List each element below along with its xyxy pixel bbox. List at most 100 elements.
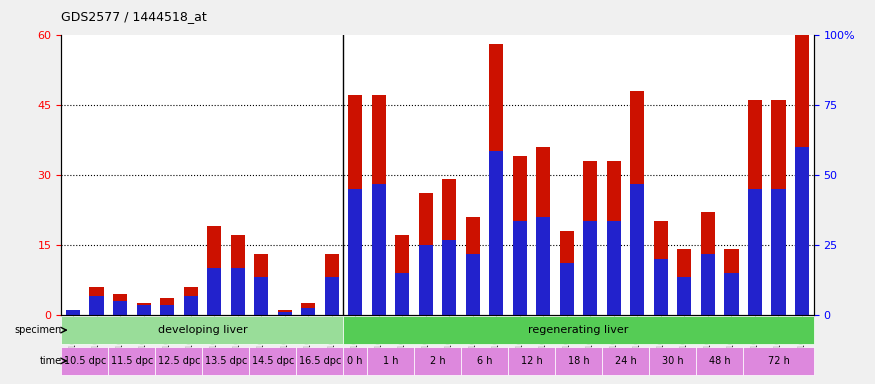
Bar — [113, 294, 127, 315]
Bar — [301, 308, 315, 315]
Bar — [113, 301, 127, 315]
Bar — [396, 273, 410, 315]
Bar — [372, 184, 386, 315]
Text: developing liver: developing liver — [158, 325, 247, 335]
Bar — [630, 91, 645, 315]
Bar — [701, 212, 715, 315]
Bar — [184, 296, 198, 315]
Text: 6 h: 6 h — [477, 356, 493, 366]
Bar — [724, 249, 738, 315]
Text: 24 h: 24 h — [615, 356, 636, 366]
Text: 12.5 dpc: 12.5 dpc — [158, 356, 200, 366]
FancyBboxPatch shape — [602, 347, 649, 375]
Bar — [231, 235, 245, 315]
Text: 18 h: 18 h — [568, 356, 590, 366]
Bar — [772, 189, 786, 315]
Text: 13.5 dpc: 13.5 dpc — [205, 356, 247, 366]
FancyBboxPatch shape — [555, 347, 602, 375]
Bar — [419, 245, 433, 315]
Text: regenerating liver: regenerating liver — [528, 325, 629, 335]
Bar — [630, 184, 645, 315]
Bar — [607, 161, 621, 315]
Bar — [584, 221, 598, 315]
FancyBboxPatch shape — [414, 347, 461, 375]
Text: specimen: specimen — [14, 325, 61, 335]
Bar — [277, 310, 291, 315]
Bar — [160, 305, 174, 315]
Bar — [348, 95, 362, 315]
Bar — [66, 312, 80, 315]
FancyBboxPatch shape — [508, 347, 555, 375]
Bar — [231, 268, 245, 315]
FancyBboxPatch shape — [461, 347, 508, 375]
Text: 72 h: 72 h — [767, 356, 789, 366]
Text: 14.5 dpc: 14.5 dpc — [252, 356, 294, 366]
Bar — [701, 254, 715, 315]
FancyBboxPatch shape — [344, 316, 814, 344]
Bar — [513, 221, 527, 315]
FancyBboxPatch shape — [61, 316, 344, 344]
Bar — [795, 147, 809, 315]
FancyBboxPatch shape — [108, 347, 156, 375]
Bar — [184, 287, 198, 315]
Bar — [489, 44, 503, 315]
Bar — [748, 100, 762, 315]
Bar — [442, 240, 457, 315]
Bar — [724, 273, 738, 315]
Text: 2 h: 2 h — [430, 356, 445, 366]
Bar — [584, 161, 598, 315]
Bar — [301, 303, 315, 315]
FancyBboxPatch shape — [297, 347, 344, 375]
Text: 10.5 dpc: 10.5 dpc — [64, 356, 106, 366]
Bar — [677, 249, 691, 315]
FancyBboxPatch shape — [249, 347, 297, 375]
Bar — [136, 305, 150, 315]
Text: time: time — [39, 356, 61, 366]
Bar — [677, 277, 691, 315]
Bar — [372, 95, 386, 315]
Bar — [654, 221, 668, 315]
Bar — [136, 303, 150, 315]
Bar — [513, 156, 527, 315]
Bar — [560, 231, 574, 315]
Bar — [419, 193, 433, 315]
Bar — [795, 35, 809, 315]
Text: 0 h: 0 h — [347, 356, 363, 366]
Text: 30 h: 30 h — [662, 356, 683, 366]
Bar — [325, 277, 339, 315]
Bar — [160, 298, 174, 315]
FancyBboxPatch shape — [367, 347, 414, 375]
Bar — [207, 226, 221, 315]
Bar — [254, 254, 269, 315]
FancyBboxPatch shape — [202, 347, 249, 375]
Text: 48 h: 48 h — [709, 356, 731, 366]
Text: 12 h: 12 h — [521, 356, 542, 366]
FancyBboxPatch shape — [156, 347, 202, 375]
Text: 16.5 dpc: 16.5 dpc — [298, 356, 341, 366]
FancyBboxPatch shape — [649, 347, 696, 375]
Bar — [396, 235, 410, 315]
FancyBboxPatch shape — [61, 347, 108, 375]
Text: 11.5 dpc: 11.5 dpc — [110, 356, 153, 366]
Bar — [348, 189, 362, 315]
Bar — [536, 217, 550, 315]
Bar — [466, 254, 480, 315]
Bar — [748, 189, 762, 315]
Bar — [277, 312, 291, 315]
Bar — [560, 263, 574, 315]
Bar — [536, 147, 550, 315]
Bar — [654, 259, 668, 315]
Bar — [772, 100, 786, 315]
Bar — [466, 217, 480, 315]
Bar — [89, 287, 103, 315]
Bar — [254, 277, 269, 315]
Bar — [207, 268, 221, 315]
Bar — [66, 310, 80, 315]
FancyBboxPatch shape — [696, 347, 743, 375]
Bar — [442, 179, 457, 315]
Bar — [607, 221, 621, 315]
Bar — [489, 151, 503, 315]
Text: GDS2577 / 1444518_at: GDS2577 / 1444518_at — [61, 10, 207, 23]
FancyBboxPatch shape — [344, 347, 367, 375]
FancyBboxPatch shape — [743, 347, 814, 375]
